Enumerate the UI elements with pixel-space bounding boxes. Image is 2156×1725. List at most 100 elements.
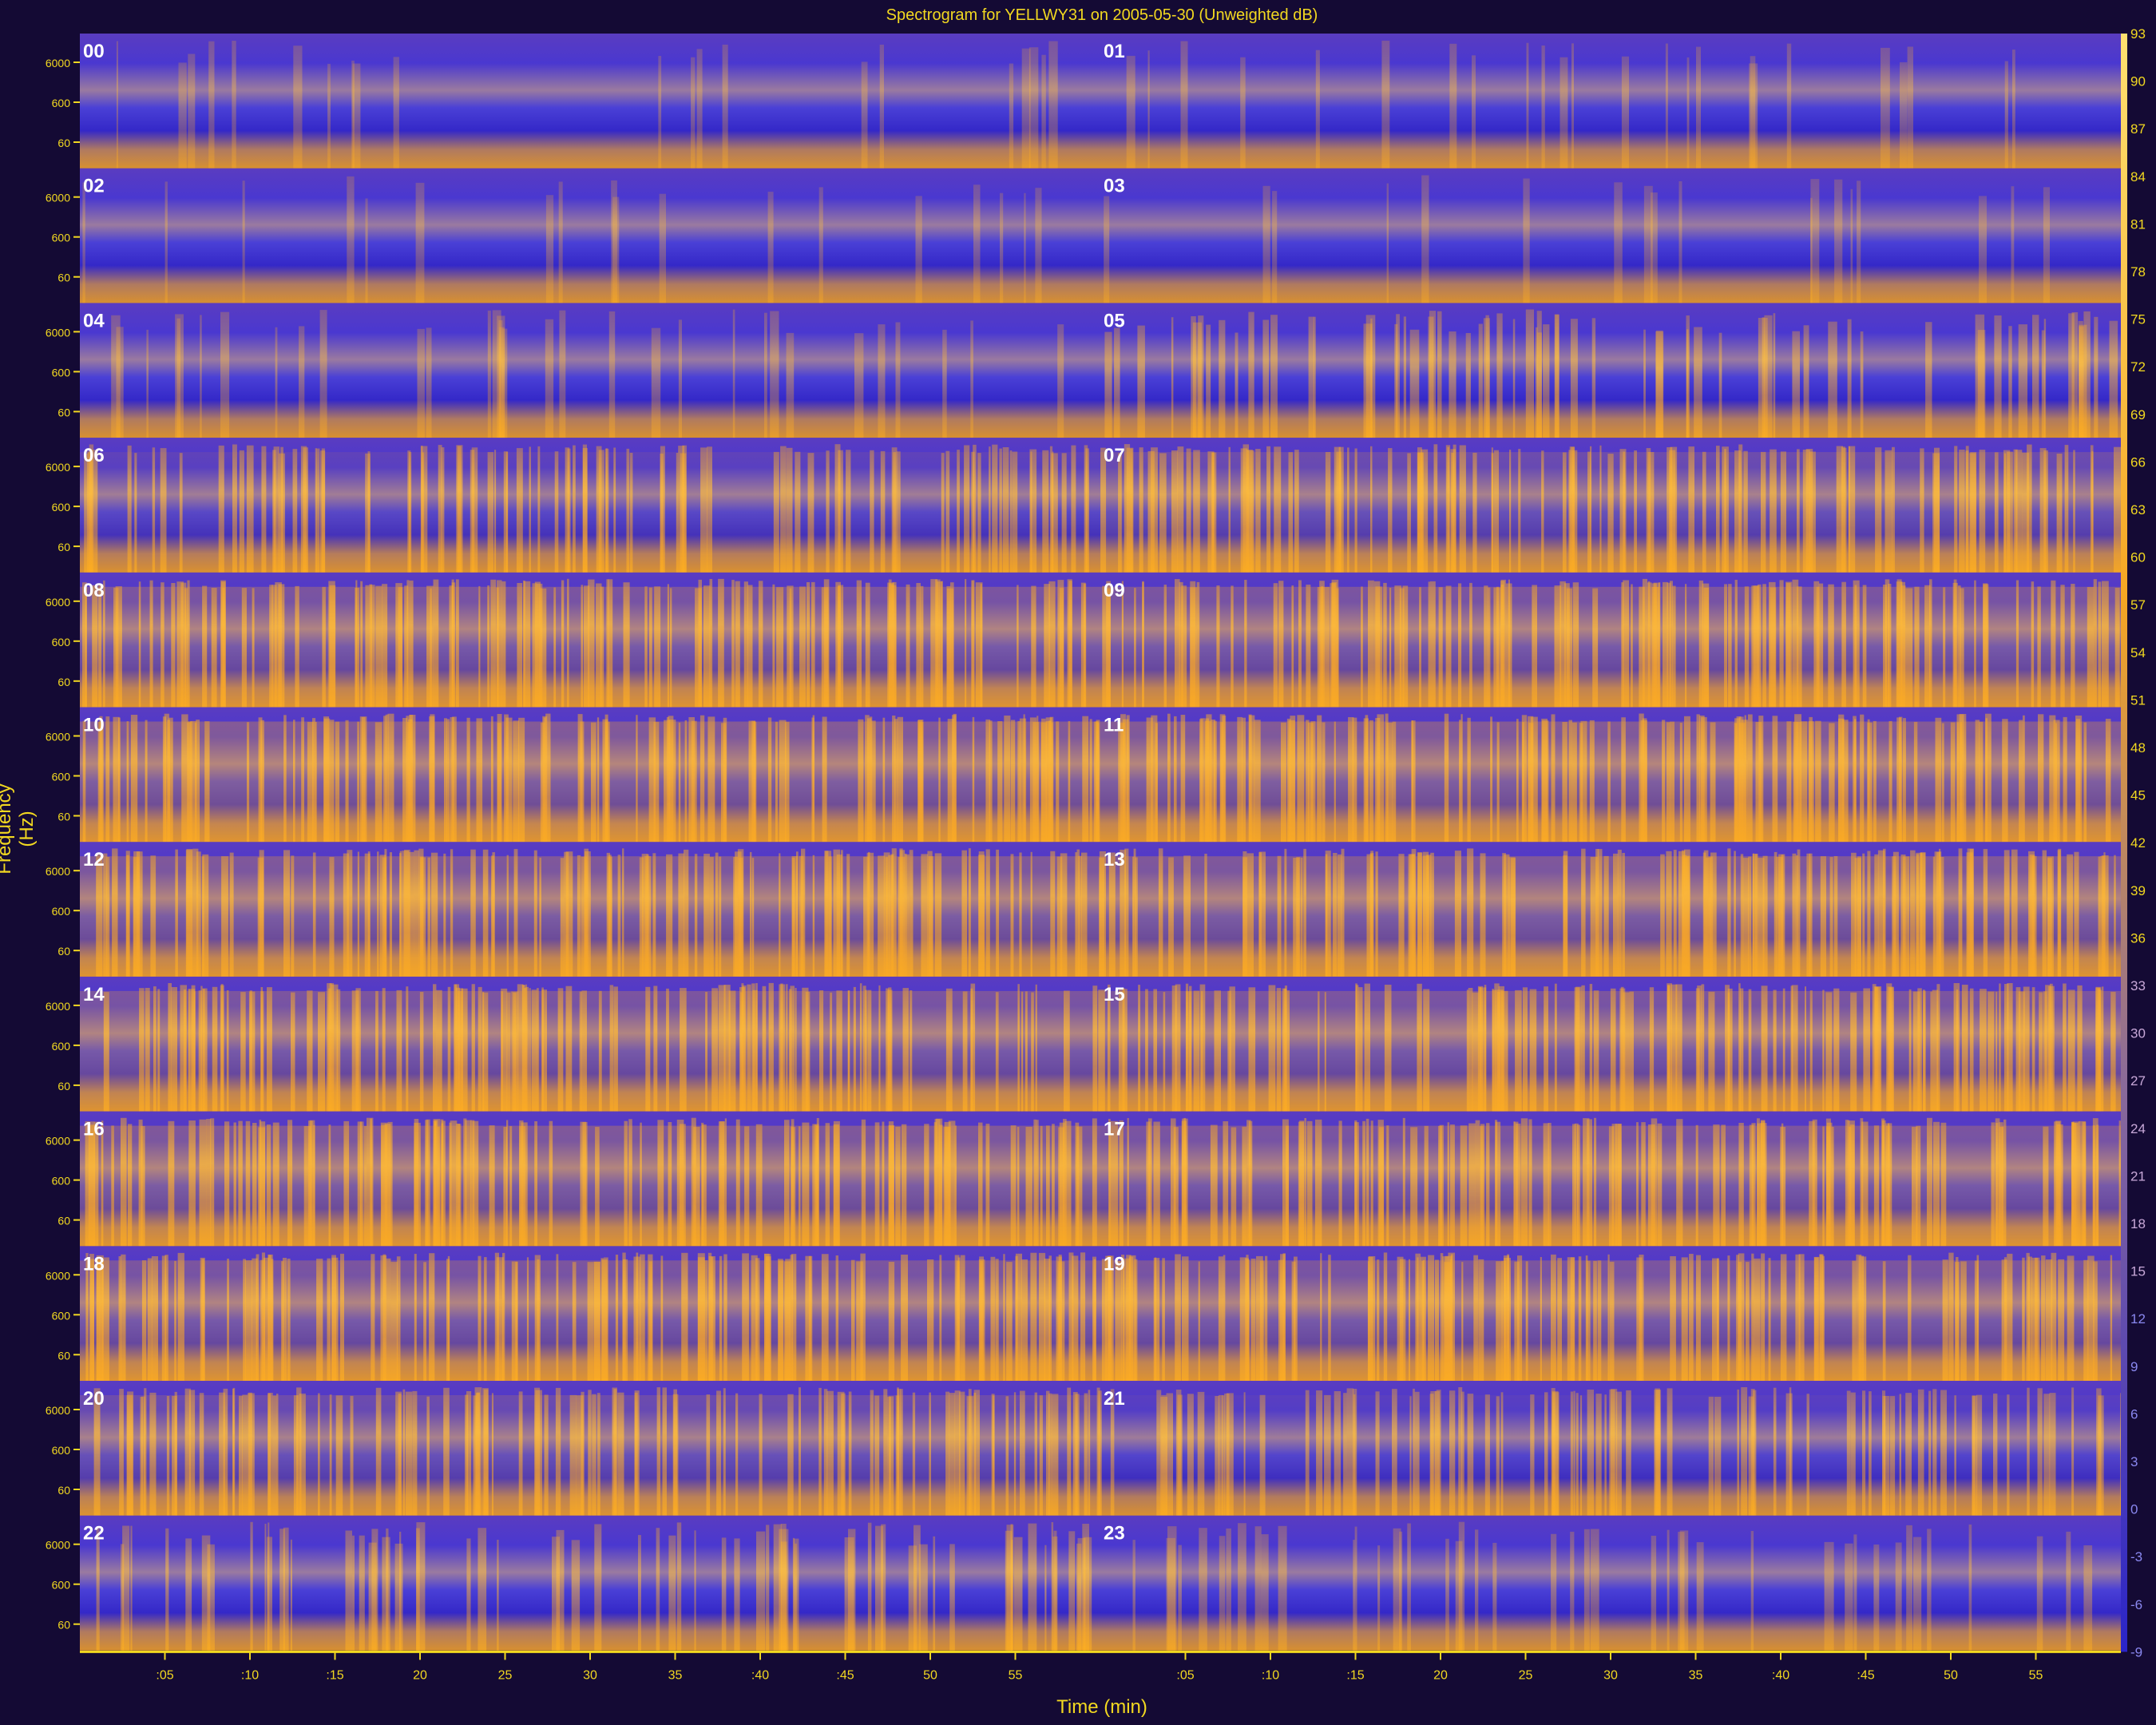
sound-event: [1017, 984, 1020, 1112]
sound-event: [437, 1126, 440, 1247]
sound-event: [545, 319, 554, 438]
sound-event: [1492, 1542, 1497, 1651]
sound-event: [1421, 449, 1429, 573]
sound-event: [826, 1390, 834, 1516]
sound-event: [973, 1390, 980, 1516]
sound-event: [1734, 450, 1742, 573]
sound-event: [1974, 1260, 1979, 1382]
sound-event: [482, 992, 489, 1112]
sound-event: [654, 586, 661, 708]
sound-event: [823, 1389, 828, 1516]
sound-event: [1595, 1394, 1602, 1516]
sound-event: [511, 1261, 518, 1382]
sound-event: [1409, 329, 1420, 438]
sound-event: [1571, 446, 1575, 573]
sound-event: [1516, 719, 1519, 843]
sound-event: [1849, 1124, 1855, 1247]
sound-event: [461, 988, 468, 1112]
sound-event: [666, 854, 673, 978]
sound-event: [1789, 1387, 1792, 1516]
sound-event: [1500, 1392, 1504, 1516]
sound-event: [1634, 450, 1637, 573]
sound-event: [85, 1253, 89, 1382]
sound-event: [133, 857, 140, 978]
sound-event: [1154, 1257, 1157, 1382]
sound-event: [1239, 1257, 1246, 1382]
sound-event: [896, 451, 901, 573]
sound-event: [103, 580, 105, 708]
sound-event: [945, 1391, 950, 1516]
sound-event: [1974, 580, 1976, 708]
sound-event: [1033, 1119, 1036, 1247]
sound-event: [260, 720, 264, 843]
sound-event: [1076, 849, 1080, 978]
sound-event: [2007, 1253, 2013, 1382]
sound-event: [571, 1540, 581, 1651]
frequency-tick-label: 600: [52, 1175, 71, 1188]
sound-event: [478, 1255, 482, 1382]
sound-event: [261, 1252, 265, 1382]
sound-event: [1449, 331, 1456, 438]
sound-events: [96, 1521, 1092, 1651]
sound-event: [99, 1259, 104, 1382]
sound-event: [1746, 1262, 1750, 1382]
sound-event: [1741, 1387, 1748, 1516]
sound-event: [1813, 1256, 1820, 1382]
sound-event: [766, 1256, 771, 1382]
sound-event: [1651, 1536, 1657, 1651]
sound-event: [1072, 1255, 1079, 1382]
sound-event: [1300, 857, 1303, 978]
sound-event: [168, 717, 173, 843]
sound-event: [702, 1124, 707, 1247]
sound-event: [795, 1543, 797, 1651]
sound-event: [1747, 714, 1753, 843]
sound-event: [1341, 848, 1345, 978]
sound-event: [1551, 1254, 1556, 1382]
hour-label: 17: [1104, 1119, 1125, 1140]
sound-event: [1428, 316, 1434, 438]
sound-event: [698, 579, 702, 708]
sound-event: [573, 445, 576, 573]
sound-event: [1562, 452, 1567, 573]
sound-event: [1810, 179, 1820, 303]
sound-event: [1649, 987, 1655, 1112]
sound-event: [1758, 584, 1762, 708]
sound-event: [1278, 1525, 1287, 1651]
sound-event: [1449, 1390, 1456, 1516]
sound-event: [1021, 1259, 1028, 1382]
sound-event: [1590, 446, 1592, 573]
sound-event: [851, 1259, 855, 1382]
sound-event: [2094, 316, 2099, 438]
sound-event: [1622, 853, 1625, 978]
sound-event: [1748, 856, 1752, 978]
sound-event: [1825, 1126, 1830, 1247]
sound-event: [367, 1117, 374, 1247]
sound-event: [1171, 1118, 1176, 1247]
sound-event: [776, 587, 784, 708]
sound-event: [195, 723, 197, 843]
sound-event: [534, 581, 541, 708]
sound-event: [2051, 1252, 2057, 1382]
sound-event: [1192, 322, 1202, 438]
sound-event: [891, 848, 897, 978]
frequency-tick-label: 600: [52, 1040, 71, 1053]
sound-event: [517, 984, 524, 1112]
sound-event: [2068, 313, 2075, 438]
sound-event: [812, 715, 815, 843]
sound-event: [601, 1259, 608, 1382]
sound-event: [501, 581, 506, 708]
sound-event: [667, 584, 669, 708]
sound-event: [491, 1393, 493, 1516]
time-tick-label: 35: [668, 1668, 683, 1682]
sound-event: [1560, 581, 1566, 708]
sound-event: [605, 448, 608, 573]
sound-event: [476, 718, 483, 843]
sound-event: [160, 448, 167, 573]
sound-event: [708, 1256, 715, 1382]
sound-event: [1801, 721, 1808, 843]
sound-event: [1108, 984, 1111, 1112]
sound-event: [2041, 330, 2045, 438]
sound-event: [2055, 1120, 2062, 1247]
frequency-tick-label: 6000: [46, 865, 70, 878]
